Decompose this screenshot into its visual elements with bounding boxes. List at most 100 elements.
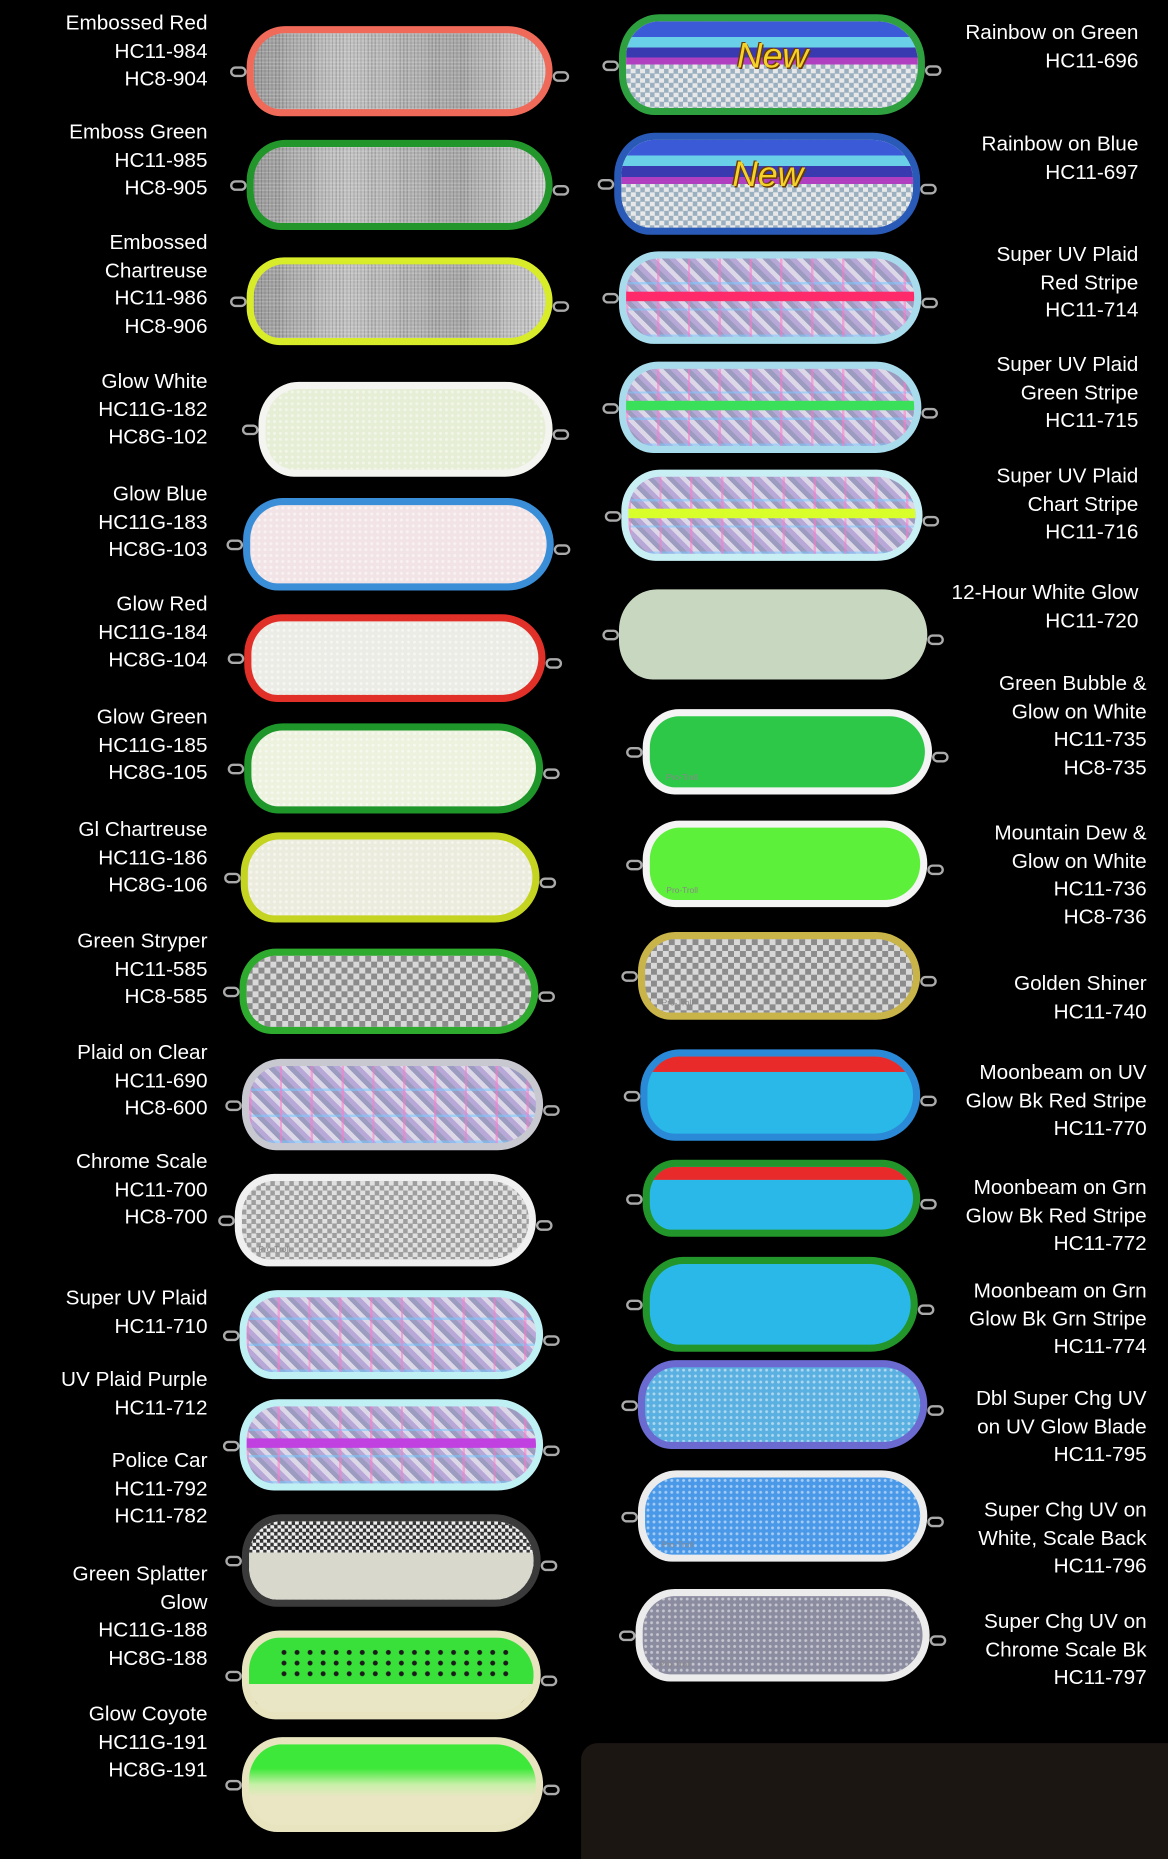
product-label: Rainbow on Blue HC11-697: [981, 130, 1138, 186]
top-stripe: [649, 1166, 914, 1180]
product-name: Red Stripe: [1040, 269, 1139, 294]
product-name: Police Car: [111, 1447, 208, 1472]
swivel-icon: [927, 634, 944, 646]
product-code: HC11-715: [1045, 408, 1139, 432]
product-label: Emboss Green HC11-985 HC8-905: [69, 119, 207, 203]
product-label: Super UV Plaid Chart Stripe HC11-716: [996, 462, 1138, 546]
product-name: Moonbeam on Grn: [973, 1175, 1147, 1199]
product-code: HC8-735: [1063, 755, 1147, 779]
product-name: Chartreuse: [104, 258, 208, 282]
product-name: Chrome Scale: [76, 1149, 208, 1173]
swivel-icon: [920, 1198, 937, 1209]
swivel-icon: [540, 1560, 558, 1572]
flasher-image[interactable]: [246, 139, 553, 231]
product-label: Moonbeam on UV Glow Bk Red Stripe HC11-770: [966, 1059, 1147, 1143]
flasher-image[interactable]: [239, 1290, 544, 1380]
flasher-image[interactable]: [246, 257, 553, 346]
product-code: HC11-985: [114, 147, 208, 172]
flasher-pattern: [250, 505, 547, 584]
top-stripe: [647, 1056, 914, 1072]
product-label: Glow Blue HC11G-183 HC8G-103: [98, 480, 207, 564]
flasher-image[interactable]: Pro-Troll: [635, 1588, 930, 1682]
swivel-icon: [618, 1630, 636, 1642]
product-name: Embossed Red: [65, 10, 208, 35]
swivel-icon: [920, 975, 937, 987]
flasher-image[interactable]: Pro-Troll: [637, 932, 921, 1020]
product-label: Plaid on Clear HC11-690 HC8-600: [77, 1039, 207, 1123]
product-code: HC11-714: [1045, 297, 1139, 322]
flasher-image[interactable]: [621, 469, 923, 561]
flasher-image[interactable]: [241, 1514, 541, 1607]
swivel-icon: [922, 515, 940, 526]
flasher-image[interactable]: [239, 948, 539, 1035]
product-name: Super UV Plaid: [996, 241, 1139, 266]
product-code: HC8G-191: [108, 1757, 208, 1782]
product-code: HC11-782: [114, 1503, 208, 1528]
product-name: Golden Shiner: [1013, 971, 1147, 995]
new-badge: New: [736, 36, 809, 77]
product-code: HC11-796: [1053, 1553, 1147, 1578]
flasher-image[interactable]: [239, 1399, 544, 1491]
product-code: HC11-712: [114, 1395, 208, 1419]
product-code: HC8-906: [124, 313, 208, 338]
product-label: Gl Chartreuse HC11G-186 HC8G-106: [78, 816, 207, 900]
product-label: Embossed Red HC11-984 HC8-904: [66, 9, 208, 93]
product-label: Mountain Dew & Glow on White HC11-736 HC8-7…: [994, 819, 1146, 931]
product-code: HC11G-188: [98, 1617, 208, 1642]
flasher-image[interactable]: [241, 1737, 544, 1833]
swivel-icon: [538, 991, 555, 1002]
flasher-pattern: [249, 1066, 536, 1144]
flasher-image[interactable]: Pro-Troll: [637, 1470, 928, 1562]
product-name: Super UV Plaid: [65, 1285, 208, 1310]
swivel-icon: [621, 1399, 638, 1411]
product-name: Moonbeam on Grn: [973, 1278, 1147, 1302]
product-code: HC11-792: [114, 1475, 208, 1500]
flasher-image[interactable]: [240, 832, 540, 923]
swivel-icon: [230, 180, 247, 191]
product-name: Embossed: [109, 230, 208, 254]
swivel-icon: [932, 751, 949, 763]
flasher-image[interactable]: Pro-Troll: [642, 820, 928, 908]
flasher-image[interactable]: Pro-Troll: [642, 709, 933, 795]
flasher-image[interactable]: [640, 1049, 921, 1141]
product-label: Glow Coyote HC11G-191 HC8G-191: [89, 1700, 208, 1784]
flasher-image[interactable]: [258, 381, 553, 477]
product-code: HC11-774: [1053, 1334, 1147, 1358]
flasher-image[interactable]: [618, 361, 922, 453]
swivel-icon: [225, 1779, 242, 1791]
swivel-icon: [225, 1670, 242, 1681]
flasher-image[interactable]: [642, 1256, 918, 1352]
product-code: HC11-585: [114, 956, 208, 981]
product-code: HC8-904: [124, 66, 208, 91]
flasher-image[interactable]: Pro-Troll: [234, 1173, 536, 1267]
flasher-image[interactable]: New: [614, 132, 921, 235]
flasher-pattern: [621, 139, 914, 228]
flasher-image[interactable]: [244, 723, 544, 814]
flasher-image[interactable]: [241, 1630, 541, 1720]
product-name: Green Splatter: [72, 1561, 208, 1586]
product-name: Super UV Plaid: [996, 352, 1139, 376]
flasher-image[interactable]: [244, 614, 546, 702]
flasher-image[interactable]: [642, 1159, 921, 1237]
new-badge: New: [732, 155, 804, 195]
flasher-pattern: [645, 939, 914, 1013]
product-name: Dbl Super Chg UV: [975, 1386, 1147, 1410]
product-code: HC8G-105: [108, 760, 208, 785]
swivel-icon: [543, 1104, 560, 1116]
flasher-image[interactable]: [246, 26, 553, 117]
product-code: HC11G-182: [98, 396, 208, 421]
product-name: Super Chg UV on: [984, 1497, 1147, 1522]
flasher-image[interactable]: [637, 1360, 928, 1450]
brand-logo: Pro-Troll: [661, 999, 694, 1008]
flasher-image[interactable]: [618, 589, 928, 680]
product-label: Chrome Scale HC11-700 HC8-700: [76, 1148, 207, 1232]
swivel-icon: [540, 1674, 558, 1686]
product-code: HC11-797: [1053, 1665, 1147, 1689]
flasher-image[interactable]: [618, 251, 922, 344]
flasher-image[interactable]: New: [618, 14, 925, 116]
flasher-image[interactable]: [241, 1058, 544, 1151]
product-code: HC8G-106: [108, 872, 208, 897]
flasher-image[interactable]: [243, 498, 554, 591]
swivel-icon: [626, 1193, 643, 1205]
